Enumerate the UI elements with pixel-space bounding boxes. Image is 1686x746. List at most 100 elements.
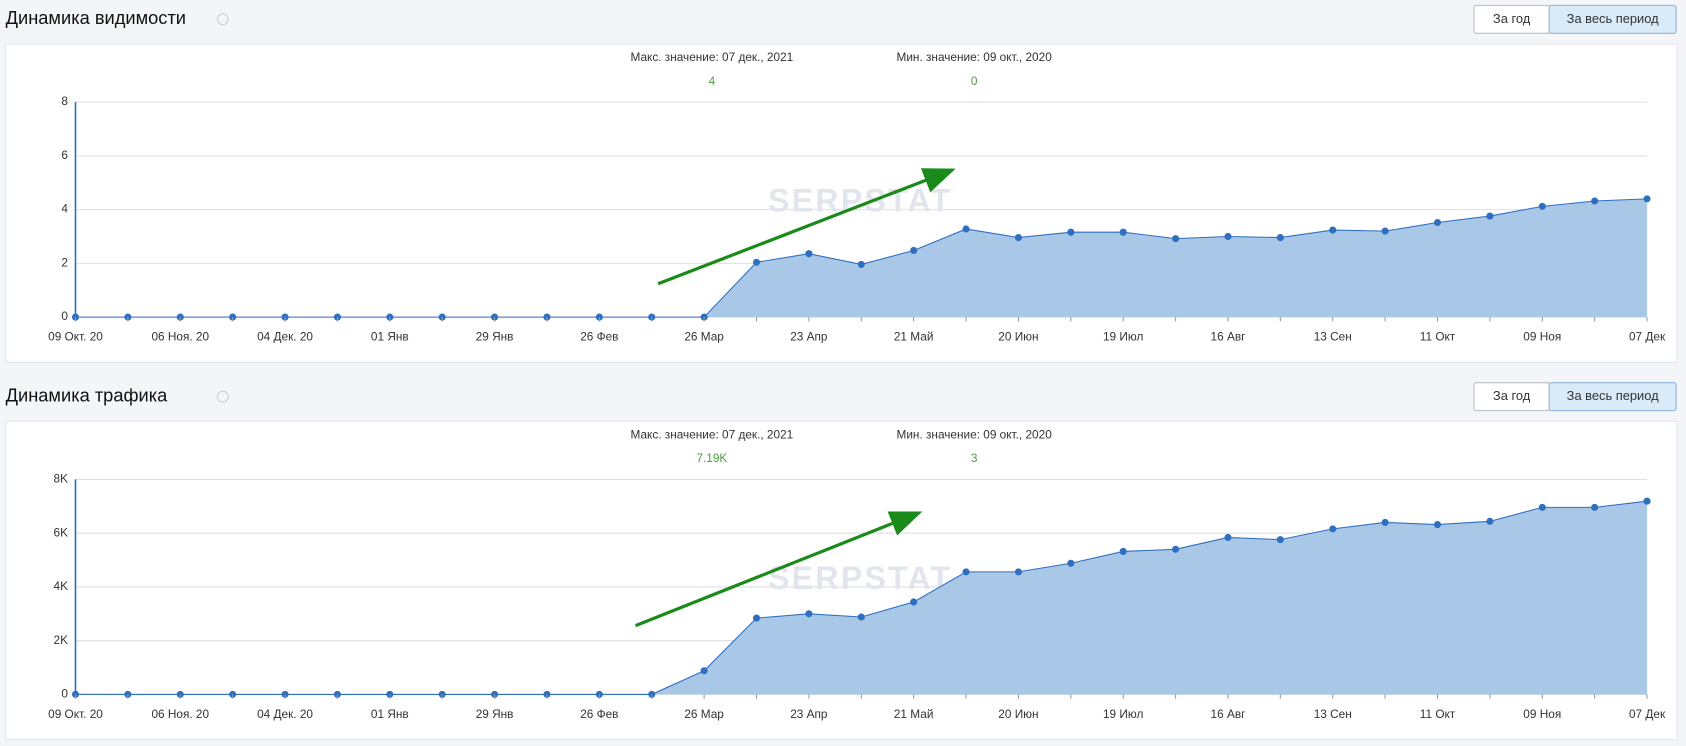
- min-value: 0: [971, 74, 978, 88]
- point: [752, 258, 761, 266]
- point: [857, 613, 865, 621]
- x-tick-label: 29 Янв: [476, 707, 514, 721]
- x-tick-label: 04 Дек. 20: [257, 707, 313, 721]
- point: [857, 260, 865, 268]
- point: [1224, 232, 1232, 241]
- info-icon: [216, 390, 229, 403]
- point: [1119, 547, 1127, 555]
- x-tick-label: 16 Авг: [1211, 707, 1246, 721]
- point: [1329, 525, 1337, 533]
- x-tick-label: 20 Июн: [998, 707, 1038, 721]
- y-tick-label: 2K: [54, 633, 69, 647]
- point: [1486, 212, 1494, 220]
- x-tick-label: 13 Сен: [1314, 330, 1352, 344]
- point: [805, 610, 813, 618]
- point: [910, 598, 918, 606]
- y-tick-label: 0: [61, 309, 68, 323]
- x-tick-label: 09 Ноя: [1523, 707, 1561, 721]
- min-value: 3: [971, 451, 978, 465]
- max-label: Макс. значение: 07 дек., 2021: [630, 50, 793, 64]
- x-tick-label: 06 Ноя. 20: [151, 707, 209, 721]
- point: [1276, 234, 1284, 242]
- point: [1067, 228, 1075, 236]
- point: [805, 250, 813, 258]
- point: [1538, 202, 1546, 210]
- y-tick-label: 0: [61, 687, 68, 701]
- info-icon: [216, 13, 229, 26]
- x-tick-label: 23 Апр: [790, 707, 828, 721]
- min-label: Мин. значение: 09 окт., 2020: [897, 50, 1053, 64]
- point: [1276, 536, 1284, 544]
- button-active[interactable]: [1548, 4, 1677, 34]
- x-tick-label: 26 Мар: [684, 330, 724, 344]
- point: [1643, 497, 1651, 505]
- point: [1591, 197, 1599, 205]
- y-tick-label: 8K: [54, 472, 69, 486]
- x-tick-label: 07 Дек: [1629, 707, 1666, 721]
- watermark: SERPSTAT: [768, 183, 952, 219]
- x-tick-label: 23 Апр: [790, 330, 828, 344]
- point: [1067, 559, 1075, 567]
- trend-arrow: [657, 168, 956, 286]
- point: [1381, 518, 1389, 526]
- y-tick-label: 4: [61, 202, 68, 216]
- x-tick-label: 09 Окт. 20: [48, 330, 103, 344]
- point: [1433, 521, 1442, 529]
- x-tick-label: 16 Авг: [1211, 330, 1246, 344]
- point: [1224, 533, 1232, 542]
- point: [910, 246, 918, 255]
- x-tick-label: 09 Ноя: [1523, 330, 1561, 344]
- x-tick-label: 11 Окт: [1420, 330, 1456, 344]
- point: [700, 667, 708, 675]
- x-tick-label: 21 Май: [894, 707, 934, 721]
- x-tick-label: 26 Мар: [684, 707, 724, 721]
- point: [1643, 195, 1651, 203]
- x-tick-label: 19 Июл: [1103, 707, 1144, 721]
- x-tick-label: 01 Янв: [371, 707, 409, 721]
- x-tick-label: 19 Июл: [1103, 330, 1144, 344]
- point: [1486, 517, 1494, 525]
- point: [1381, 227, 1389, 235]
- section-title: Динамика трафика: [6, 384, 169, 405]
- button-label[interactable]: За год: [1493, 388, 1531, 403]
- point: [1172, 545, 1180, 553]
- y-tick-label: 4K: [54, 579, 69, 593]
- point: [1433, 218, 1442, 227]
- max-value: 4: [709, 74, 716, 88]
- x-tick-label: 13 Сен: [1314, 707, 1352, 721]
- point: [962, 225, 970, 233]
- point: [1119, 228, 1127, 236]
- y-tick-label: 2: [61, 255, 68, 269]
- watermark: SERPSTAT: [768, 560, 952, 596]
- y-tick-label: 6: [61, 148, 68, 162]
- area: [75, 501, 1648, 695]
- trend-arrow: [634, 511, 923, 628]
- x-tick-label: 06 Ноя. 20: [151, 330, 209, 344]
- max-value: 7.19K: [696, 451, 727, 465]
- y-tick-label: 8: [61, 94, 68, 108]
- point: [962, 568, 970, 576]
- point: [752, 614, 761, 622]
- y-tick-label: 6K: [54, 525, 69, 539]
- x-tick-label: 21 Май: [894, 330, 934, 344]
- point: [1172, 235, 1180, 243]
- button-active[interactable]: [1548, 382, 1677, 412]
- x-tick-label: 07 Дек: [1629, 330, 1666, 344]
- area: [75, 198, 1648, 318]
- button-label[interactable]: За весь период: [1567, 11, 1659, 26]
- button-label[interactable]: За год: [1493, 11, 1531, 26]
- point: [1014, 568, 1022, 576]
- x-tick-label: 11 Окт: [1420, 707, 1456, 721]
- section-title: Динамика видимости: [6, 7, 186, 28]
- max-label: Макс. значение: 07 дек., 2021: [630, 427, 793, 441]
- x-tick-label: 20 Июн: [998, 330, 1038, 344]
- x-tick-label: 26 Фев: [580, 330, 618, 344]
- x-tick-label: 04 Дек. 20: [257, 330, 313, 344]
- point: [1329, 226, 1337, 234]
- point: [1014, 234, 1022, 242]
- button-label[interactable]: За весь период: [1567, 388, 1659, 403]
- min-label: Мин. значение: 09 окт., 2020: [897, 427, 1053, 441]
- point: [1538, 503, 1546, 511]
